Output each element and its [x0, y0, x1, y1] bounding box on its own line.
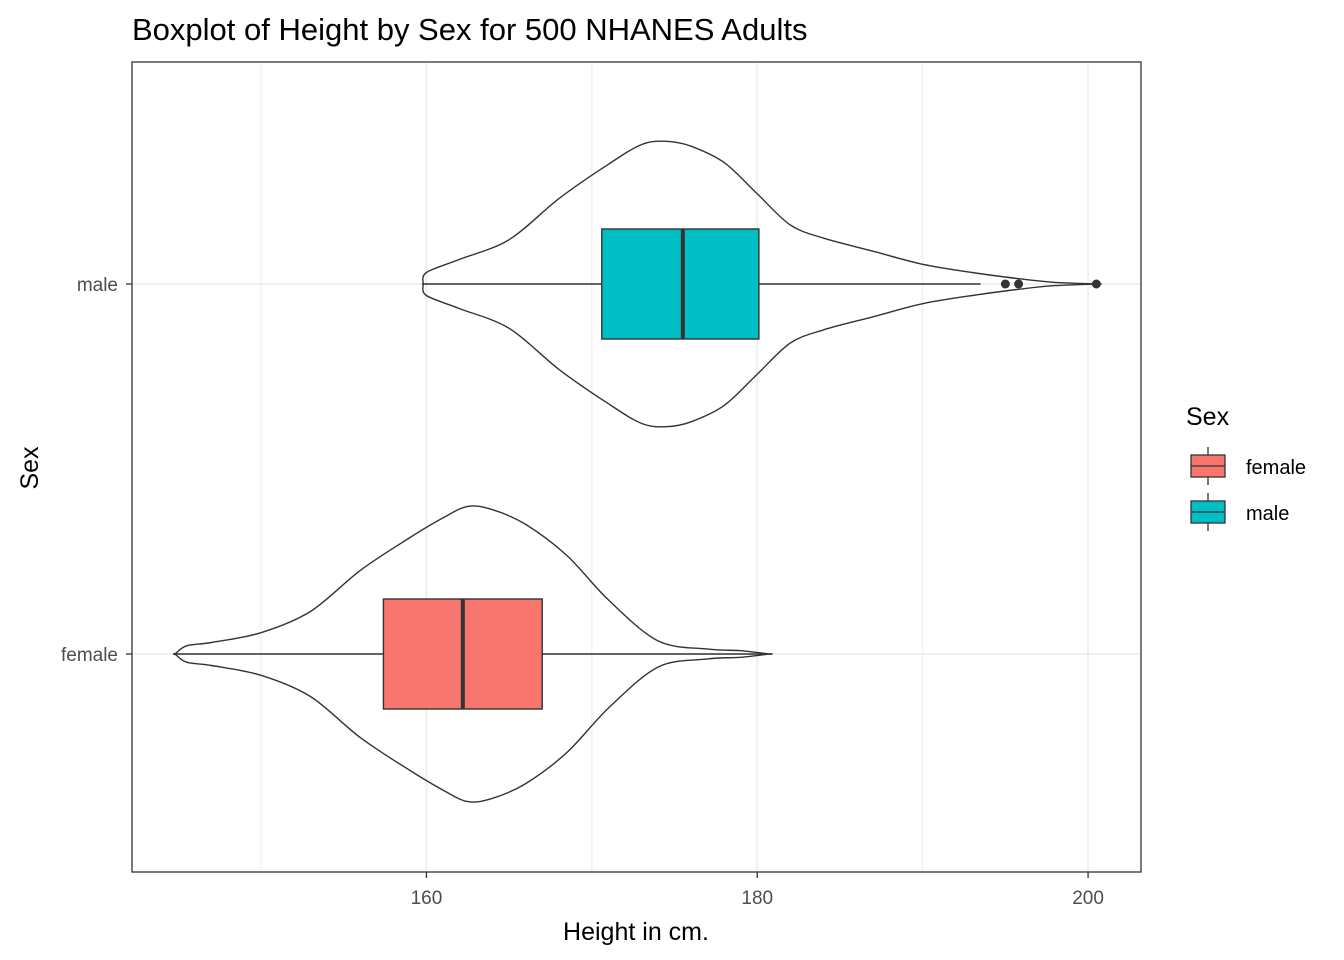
plot-panel: [132, 62, 1141, 872]
boxplots: [175, 228, 1101, 710]
legend-title: Sex: [1186, 403, 1230, 431]
y-axis-title: Sex: [16, 446, 44, 490]
box-male: [601, 228, 760, 340]
x-tick-label: 200: [1072, 888, 1104, 909]
legend-item-male: male: [1190, 493, 1289, 531]
x-axis: 160 180 200: [411, 872, 1104, 909]
plot-panel-border: [131, 61, 1142, 873]
legend-label-male: male: [1246, 503, 1289, 525]
legend-item-female: female: [1190, 447, 1306, 485]
boxplot-male: [423, 228, 1101, 340]
y-axis: female male: [61, 275, 132, 666]
outlier-point: [1091, 279, 1101, 289]
legend: Sex female male: [1186, 403, 1306, 531]
y-tick-label: male: [77, 275, 118, 296]
y-tick-label: female: [61, 645, 118, 666]
x-tick-label: 180: [741, 888, 773, 909]
outlier-point: [1000, 279, 1010, 289]
gridlines: [132, 62, 1141, 872]
x-tick-label: 160: [411, 888, 443, 909]
legend-label-female: female: [1246, 457, 1306, 479]
boxplot-female: [175, 598, 769, 710]
outlier-point: [1014, 279, 1024, 289]
x-axis-title: Height in cm.: [563, 918, 709, 946]
chart-title: Boxplot of Height by Sex for 500 NHANES …: [132, 12, 807, 47]
